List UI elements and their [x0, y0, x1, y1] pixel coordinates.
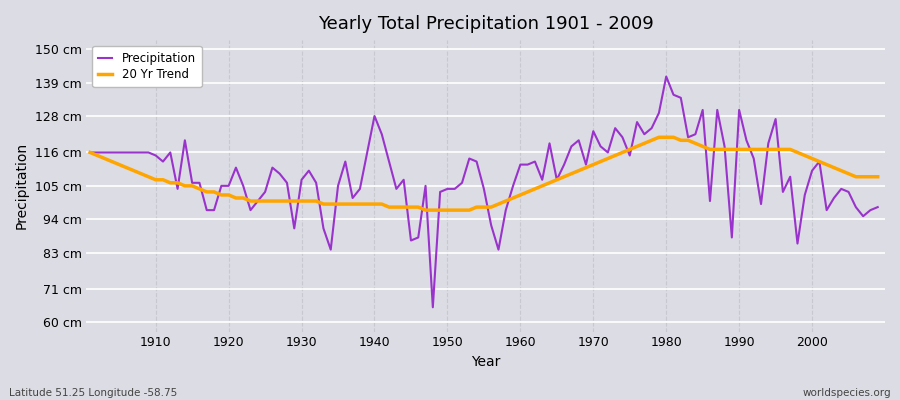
20 Yr Trend	[522, 190, 533, 194]
Text: Latitude 51.25 Longitude -58.75: Latitude 51.25 Longitude -58.75	[9, 388, 177, 398]
Text: worldspecies.org: worldspecies.org	[803, 388, 891, 398]
Precipitation	[522, 162, 533, 167]
Precipitation	[143, 150, 154, 155]
Precipitation	[515, 162, 526, 167]
Title: Yearly Total Precipitation 1901 - 2009: Yearly Total Precipitation 1901 - 2009	[318, 15, 653, 33]
20 Yr Trend	[303, 199, 314, 204]
Line: 20 Yr Trend: 20 Yr Trend	[90, 137, 878, 210]
Legend: Precipitation, 20 Yr Trend: Precipitation, 20 Yr Trend	[93, 46, 202, 87]
Precipitation	[872, 205, 883, 210]
Precipitation	[661, 74, 671, 79]
Precipitation	[303, 168, 314, 173]
Line: Precipitation: Precipitation	[90, 76, 878, 307]
Precipitation	[347, 196, 358, 200]
20 Yr Trend	[610, 153, 621, 158]
Y-axis label: Precipitation: Precipitation	[15, 142, 29, 230]
Precipitation	[610, 126, 621, 130]
20 Yr Trend	[347, 202, 358, 206]
20 Yr Trend	[420, 208, 431, 212]
20 Yr Trend	[143, 174, 154, 179]
20 Yr Trend	[515, 192, 526, 197]
20 Yr Trend	[872, 174, 883, 179]
20 Yr Trend	[85, 150, 95, 155]
Precipitation	[428, 305, 438, 310]
X-axis label: Year: Year	[471, 355, 500, 369]
Precipitation	[85, 150, 95, 155]
20 Yr Trend	[653, 135, 664, 140]
